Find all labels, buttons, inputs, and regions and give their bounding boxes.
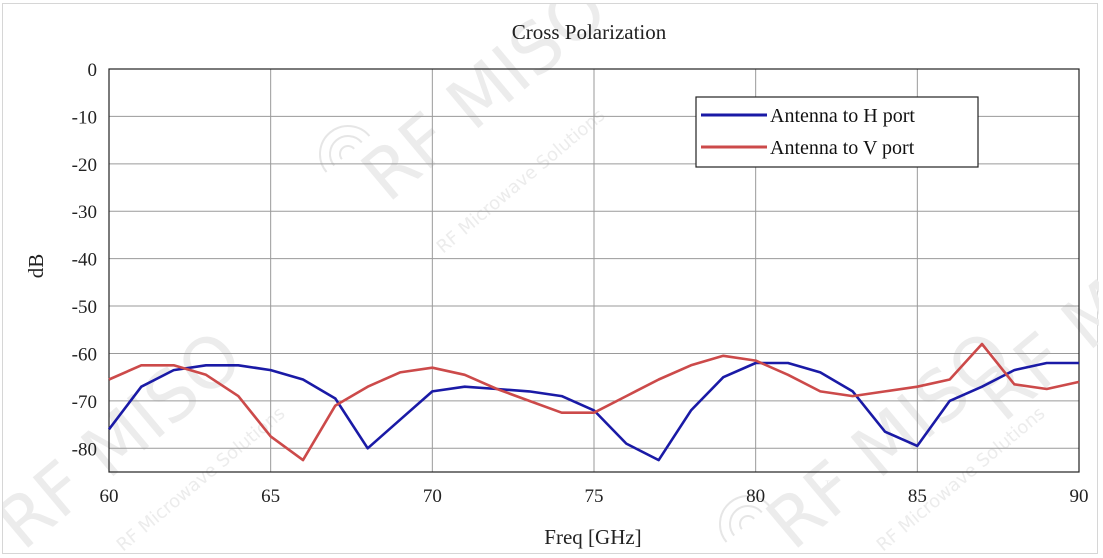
x-tick-label: 75 [585,486,604,507]
y-tick-label: -10 [72,107,97,128]
watermark-logo-1 [319,125,371,173]
series-line-v-port [108,342,1080,462]
legend-label-h-port: Antenna to H port [770,105,915,127]
watermark-text-4: RF MISO [961,187,1099,437]
legend: Antenna to H port Antenna to V port [695,96,979,168]
watermark-logo-2 [719,495,771,543]
y-tick-label: 0 [88,60,98,81]
cross-polarization-chart: RF MISO RF Microwave Solutions RF MISO R… [3,4,1099,555]
x-axis-title: Freq [GHz] [544,525,641,549]
x-tick-label: 70 [423,486,442,507]
x-tick-labels: 60 65 70 75 80 85 90 [100,486,1089,507]
watermark-tm: ™ [823,477,839,496]
y-tick-label: -20 [72,155,97,176]
chart-frame: RF MISO RF Microwave Solutions RF MISO R… [2,3,1099,555]
series-lines [107,342,1080,462]
plot-area [108,68,1080,473]
y-tick-labels: 0 -10 -20 -30 -40 -50 -60 -70 -80 [72,60,97,460]
x-tick-label: 80 [746,486,765,507]
x-tick-label: 60 [100,486,119,507]
y-tick-label: -30 [72,202,97,223]
y-tick-label: -40 [72,250,97,271]
legend-box [695,96,979,168]
legend-label-v-port: Antenna to V port [770,137,915,159]
y-tick-label: -70 [72,392,97,413]
y-tick-label: -50 [72,297,97,318]
series-line-h-port [107,361,1079,462]
x-tick-label: 85 [908,486,927,507]
y-axis-title: dB [24,254,48,279]
x-tick-label: 90 [1070,486,1089,507]
y-tick-label: -80 [72,439,97,460]
watermark-text-2: RF MISO [3,315,257,555]
x-tick-label: 65 [261,486,280,507]
chart-title: Cross Polarization [512,20,667,44]
y-tick-label: -60 [72,344,97,365]
